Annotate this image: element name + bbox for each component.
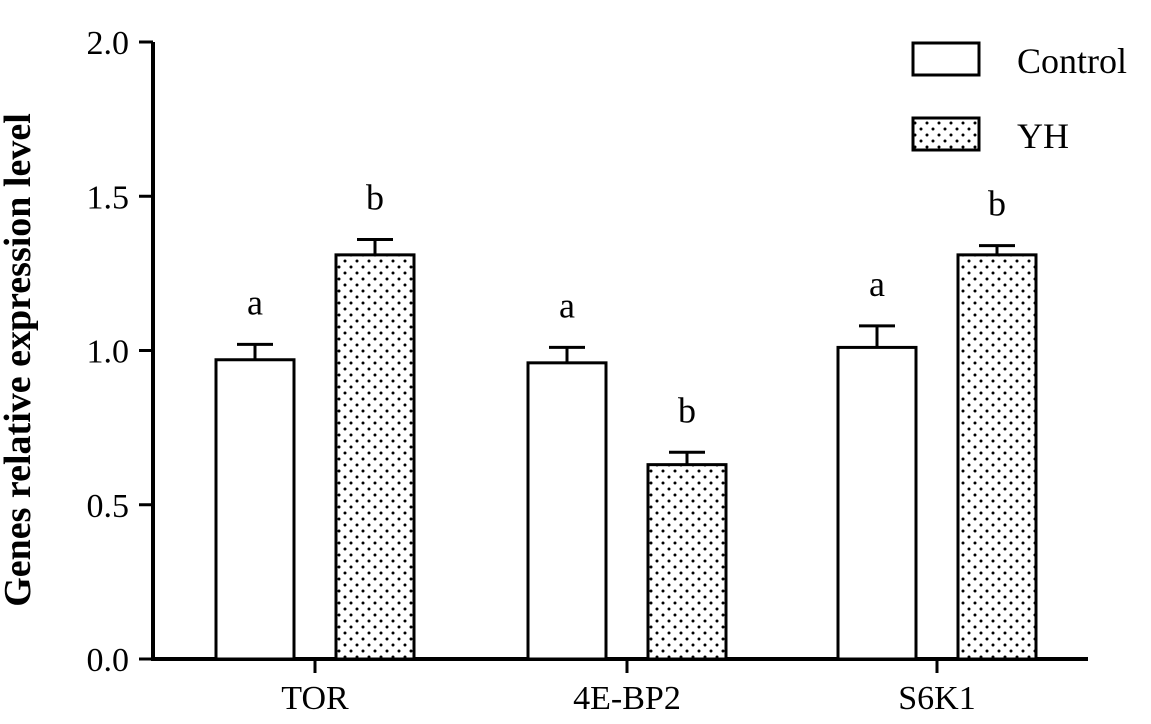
bar-control xyxy=(836,345,918,661)
legend-label-control: Control xyxy=(1017,41,1127,81)
y-tick-label: 0.0 xyxy=(87,642,130,679)
bar-control xyxy=(214,358,296,661)
y-tick-label: 1.5 xyxy=(87,179,130,216)
significance-label: a xyxy=(559,285,575,325)
y-tick-label: 2.0 xyxy=(87,25,130,62)
bar-yh xyxy=(956,253,1038,661)
x-tick-label: S6K1 xyxy=(898,680,975,717)
bar-control xyxy=(526,361,608,661)
legend-swatch-control xyxy=(911,41,981,77)
significance-label: b xyxy=(988,184,1006,224)
x-tick-label: 4E-BP2 xyxy=(573,680,681,717)
legend-label-yh: YH xyxy=(1017,116,1069,156)
bar-yh xyxy=(646,463,728,661)
x-tick-label: TOR xyxy=(281,680,349,717)
significance-label: b xyxy=(366,177,384,217)
y-tick-label: 0.5 xyxy=(87,488,130,525)
bar-yh xyxy=(334,253,416,661)
legend-swatch-yh xyxy=(911,116,981,152)
legend: Control YH xyxy=(911,41,1127,156)
significance-label: b xyxy=(678,390,696,430)
significance-label: a xyxy=(869,264,885,304)
y-axis-title: Genes relative expression level xyxy=(0,113,39,607)
plot-area: 0.0 0.5 1.0 1.5 2.0 TOR 4E-BP2 S6K1 a a a b b b xyxy=(87,25,1088,717)
y-tick-label: 1.0 xyxy=(87,334,130,371)
significance-label: a xyxy=(247,282,263,322)
